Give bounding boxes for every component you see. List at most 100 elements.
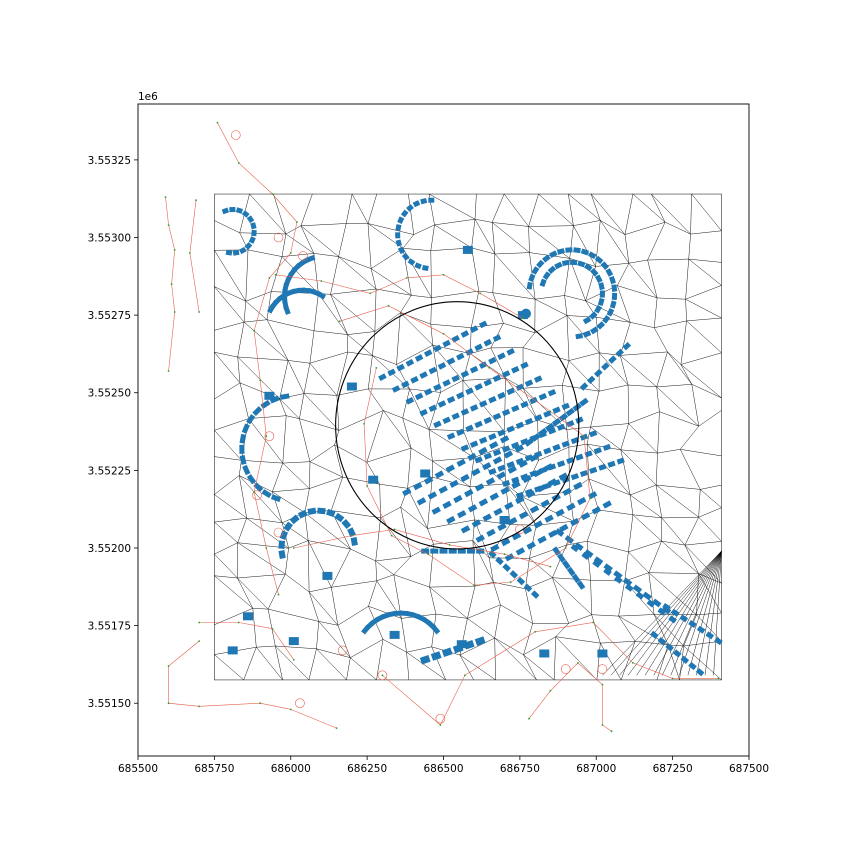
building <box>561 440 570 448</box>
building <box>569 517 580 527</box>
building <box>688 619 697 629</box>
building <box>515 383 525 392</box>
building <box>430 651 442 661</box>
building <box>594 274 603 284</box>
building <box>536 259 545 269</box>
building <box>523 583 533 593</box>
roundabout <box>264 431 275 442</box>
building <box>401 252 410 261</box>
building <box>529 505 540 514</box>
building <box>438 485 448 494</box>
street-node <box>390 534 393 537</box>
building <box>579 470 589 477</box>
building <box>672 649 682 658</box>
building <box>566 566 576 577</box>
building <box>526 541 536 550</box>
building <box>557 553 566 563</box>
building <box>407 258 416 266</box>
building <box>503 450 514 459</box>
street-node <box>387 304 390 307</box>
building <box>584 549 594 558</box>
building <box>289 514 300 525</box>
roundabout <box>515 524 525 535</box>
building <box>235 207 244 214</box>
building <box>534 414 543 422</box>
roundabout <box>252 490 262 501</box>
building <box>456 510 467 519</box>
street-node <box>534 630 537 633</box>
building <box>307 507 317 515</box>
building <box>542 271 551 281</box>
street-node <box>439 724 442 726</box>
building <box>492 448 502 457</box>
building <box>526 281 533 290</box>
building <box>469 440 479 448</box>
x-tick-label: 685750 <box>194 763 234 775</box>
building <box>456 352 465 361</box>
building <box>679 614 689 623</box>
building <box>442 416 451 425</box>
street-node <box>577 662 579 664</box>
building <box>544 514 554 523</box>
building <box>594 255 604 265</box>
y-tick-label: 3.55250 <box>88 388 131 400</box>
street-line <box>217 122 298 595</box>
building <box>456 640 467 649</box>
building <box>317 507 326 515</box>
building <box>423 349 433 358</box>
building <box>540 499 551 508</box>
building <box>599 290 605 298</box>
street-node <box>632 662 634 664</box>
street-node <box>271 627 274 630</box>
building <box>465 348 474 356</box>
street-node <box>601 724 604 726</box>
building <box>471 467 481 477</box>
building <box>688 661 697 671</box>
building <box>243 612 253 621</box>
building <box>502 563 511 572</box>
building <box>350 537 358 546</box>
building <box>680 655 690 664</box>
roundabout <box>597 664 608 674</box>
x-tick-label: 685500 <box>118 763 158 775</box>
building <box>496 471 507 480</box>
building <box>267 304 276 314</box>
building <box>558 472 569 481</box>
building <box>471 519 482 528</box>
street-node <box>167 702 170 705</box>
building <box>488 468 497 476</box>
building <box>504 501 514 511</box>
building <box>493 507 503 516</box>
building <box>326 508 336 518</box>
building <box>242 464 251 476</box>
building <box>410 375 419 384</box>
building <box>601 362 610 371</box>
building <box>497 522 507 532</box>
building <box>511 532 522 541</box>
roundabout <box>377 670 388 681</box>
building <box>603 567 612 576</box>
building <box>389 630 400 639</box>
street-line <box>165 197 176 372</box>
street-node <box>592 621 595 624</box>
building <box>427 491 438 500</box>
building <box>579 397 589 407</box>
building <box>401 380 410 389</box>
building <box>556 423 566 431</box>
building <box>582 330 592 338</box>
street-node <box>589 497 591 500</box>
y-tick-label: 3.55275 <box>88 310 131 322</box>
building <box>584 263 593 272</box>
study-area-boundary <box>214 193 722 681</box>
street-node <box>549 565 552 568</box>
building <box>492 412 502 421</box>
x-tick-label: 687250 <box>653 763 693 775</box>
building <box>538 393 548 401</box>
building <box>668 615 677 624</box>
street-node <box>549 410 552 413</box>
building <box>467 548 475 554</box>
building <box>575 416 584 424</box>
building <box>529 396 538 405</box>
street-node <box>198 311 201 313</box>
building <box>279 393 290 400</box>
